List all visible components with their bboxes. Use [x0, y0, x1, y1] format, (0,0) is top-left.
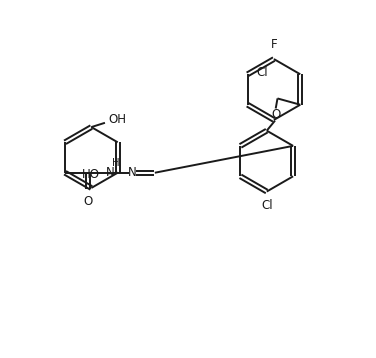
Text: O: O — [83, 195, 93, 208]
Text: F: F — [271, 38, 277, 51]
Text: Cl: Cl — [256, 66, 268, 79]
Text: N: N — [106, 166, 115, 179]
Text: N: N — [128, 166, 137, 179]
Text: H: H — [112, 159, 120, 169]
Text: Cl: Cl — [261, 199, 273, 212]
Text: O: O — [271, 108, 280, 121]
Text: HO: HO — [82, 168, 100, 181]
Text: OH: OH — [109, 113, 126, 126]
